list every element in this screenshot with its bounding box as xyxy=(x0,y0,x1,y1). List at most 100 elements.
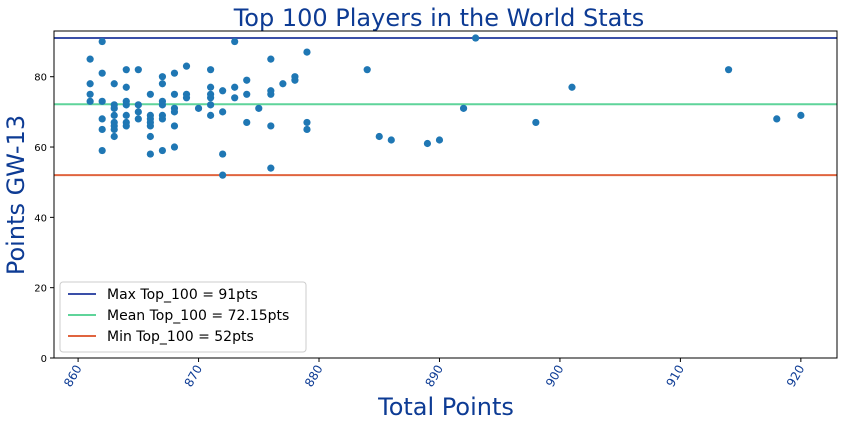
x-tick-label: 920 xyxy=(784,363,808,390)
data-point xyxy=(122,83,130,91)
data-point xyxy=(207,66,215,74)
data-point xyxy=(243,118,251,127)
legend-box xyxy=(59,281,307,353)
data-point xyxy=(387,136,395,144)
y-tick-label: 40 xyxy=(34,213,47,224)
data-point xyxy=(122,111,130,119)
data-point xyxy=(303,125,311,134)
data-point xyxy=(110,80,118,88)
data-point xyxy=(98,125,106,134)
legend-label: Mean Top_100 = 72.15pts xyxy=(107,308,289,324)
data-point xyxy=(86,80,94,88)
data-point xyxy=(291,76,299,84)
data-point xyxy=(207,83,215,91)
data-point xyxy=(182,94,191,102)
data-point xyxy=(472,34,480,42)
data-point xyxy=(122,66,130,74)
data-point xyxy=(98,37,106,46)
data-point xyxy=(170,69,179,77)
data-point xyxy=(435,136,444,144)
data-point xyxy=(110,104,118,112)
data-point xyxy=(146,132,154,141)
data-point xyxy=(423,139,432,148)
data-point xyxy=(363,66,371,74)
data-point xyxy=(98,97,106,105)
data-point xyxy=(219,108,227,116)
data-point xyxy=(98,115,106,123)
data-point xyxy=(134,108,142,116)
data-point xyxy=(459,104,468,112)
data-point xyxy=(243,90,251,98)
data-point xyxy=(532,118,540,127)
x-tick-label: 870 xyxy=(182,363,206,390)
x-tick-label: 880 xyxy=(302,363,326,390)
data-point xyxy=(170,143,179,151)
data-point xyxy=(182,62,191,70)
data-point xyxy=(146,150,154,158)
y-tick-label: 20 xyxy=(34,284,47,295)
data-point xyxy=(231,83,239,91)
x-tick-label: 860 xyxy=(61,363,85,390)
x-axis-label: Total Points xyxy=(377,393,514,421)
data-point xyxy=(170,122,179,130)
data-point xyxy=(122,101,130,109)
data-point xyxy=(158,73,167,81)
data-point xyxy=(110,132,118,141)
data-point xyxy=(255,104,263,112)
data-point xyxy=(86,97,94,105)
data-point xyxy=(568,83,576,91)
data-point xyxy=(231,94,239,102)
y-axis-label: Points GW-13 xyxy=(2,115,30,275)
legend-label: Max Top_100 = 91pts xyxy=(107,287,258,303)
data-point xyxy=(134,101,142,109)
data-point xyxy=(134,66,142,74)
y-tick-label: 0 xyxy=(41,354,47,365)
data-point xyxy=(797,111,805,119)
data-point xyxy=(86,90,94,98)
data-point xyxy=(303,48,311,56)
data-point xyxy=(267,122,275,130)
data-point xyxy=(219,87,227,95)
x-tick-label: 900 xyxy=(543,363,567,390)
data-point xyxy=(170,90,179,98)
data-point xyxy=(207,94,215,102)
data-point xyxy=(303,118,311,127)
data-point xyxy=(170,108,179,116)
legend: Max Top_100 = 91pts Mean Top_100 = 72.15p… xyxy=(59,281,307,353)
data-point xyxy=(375,132,383,141)
data-point xyxy=(724,66,733,74)
data-point xyxy=(207,101,215,109)
plot-frame xyxy=(53,30,838,359)
legend-label: Min Top_100 = 52pts xyxy=(107,329,254,345)
data-point xyxy=(219,171,227,179)
data-point xyxy=(267,55,275,63)
data-point xyxy=(98,146,106,155)
x-tick-label: 910 xyxy=(663,363,687,390)
y-tick-label: 80 xyxy=(34,73,47,84)
data-point xyxy=(267,90,275,98)
data-point xyxy=(86,55,94,63)
y-tick-label: 60 xyxy=(34,143,47,154)
data-point xyxy=(207,111,215,119)
data-point xyxy=(110,111,118,119)
data-point xyxy=(267,164,275,172)
data-point xyxy=(773,115,781,123)
data-point xyxy=(110,125,118,134)
data-point xyxy=(158,115,167,123)
data-point xyxy=(98,69,106,77)
data-point xyxy=(146,122,154,130)
data-point xyxy=(243,76,251,84)
data-point xyxy=(279,80,287,88)
data-point xyxy=(158,80,167,88)
data-point xyxy=(146,90,154,98)
chart-title: Top 100 Players in the World Stats xyxy=(233,4,645,32)
data-point xyxy=(194,104,203,112)
x-tick-label: 890 xyxy=(422,363,446,390)
data-point xyxy=(219,150,227,158)
data-point xyxy=(158,146,167,155)
data-point xyxy=(134,115,142,123)
data-point xyxy=(158,101,167,109)
data-point xyxy=(231,37,239,46)
data-point xyxy=(122,122,130,130)
